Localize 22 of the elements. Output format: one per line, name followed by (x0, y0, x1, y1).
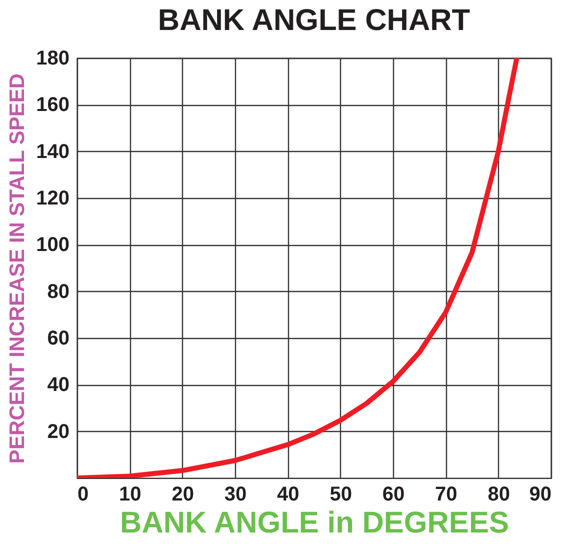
y-tick-label: 40 (47, 374, 70, 396)
y-tick-label: 140 (36, 140, 70, 163)
y-tick-label: 80 (47, 280, 70, 303)
x-tick-label: 40 (277, 484, 300, 506)
x-tick-label: 60 (382, 484, 405, 506)
y-tick-label: 100 (36, 234, 70, 256)
x-tick-label: 20 (172, 484, 194, 506)
x-tick-label: 70 (435, 484, 458, 506)
y-tick-label: 60 (47, 328, 70, 350)
x-tick-label: 80 (488, 484, 510, 506)
x-tick-label: 90 (529, 484, 552, 506)
x-tick-label: 0 (78, 484, 89, 506)
x-tick-label: 50 (330, 484, 352, 506)
x-tick-label: 10 (119, 484, 142, 506)
y-tick-label: 20 (47, 420, 70, 443)
chart-title: BANK ANGLE CHART (158, 4, 470, 37)
y-tick-label: 160 (36, 94, 70, 116)
y-axis-title: PERCENT INCREASE IN STALL SPEED (6, 73, 30, 464)
x-axis-title: BANK ANGLE in DEGREES (120, 506, 509, 540)
y-tick-label: 180 (36, 48, 70, 70)
y-tick-label: 120 (36, 188, 70, 210)
x-tick-label: 30 (224, 484, 247, 506)
